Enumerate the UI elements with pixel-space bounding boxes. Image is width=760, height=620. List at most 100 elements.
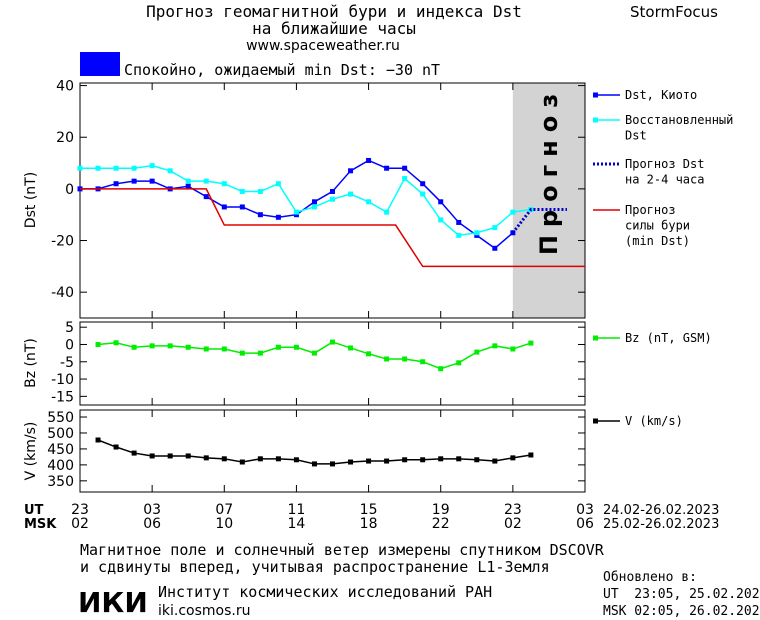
x-tick-label: 15 — [360, 502, 378, 518]
marker — [113, 444, 119, 450]
x-tick-label-msk: 02 — [504, 516, 522, 532]
marker — [257, 456, 263, 462]
footer-note: и сдвинуты вперед, учитывая распростране… — [80, 558, 550, 576]
marker — [420, 359, 426, 365]
date-range: 24.02-26.02.2023 — [603, 503, 719, 518]
marker — [239, 188, 245, 194]
x-tick-label: 23 — [71, 502, 89, 518]
x-tick-label-msk: 14 — [288, 516, 306, 532]
legend-label: V (km/s) — [625, 414, 683, 428]
marker — [239, 459, 245, 465]
legend-marker — [593, 117, 598, 123]
marker — [131, 344, 137, 350]
marker — [348, 345, 354, 351]
legend-marker — [593, 418, 598, 424]
institute: Институт космических исследований РАН — [158, 583, 492, 601]
marker — [293, 212, 299, 218]
y-tick-label: 0 — [65, 182, 74, 198]
y-tick-label: -20 — [51, 234, 74, 250]
x-tick-label-msk: 18 — [360, 516, 378, 532]
marker — [528, 452, 534, 458]
marker — [257, 188, 263, 194]
marker — [113, 181, 119, 187]
marker — [456, 232, 462, 238]
plot-frame — [79, 409, 586, 493]
chart-subtitle: на ближайшие часы — [252, 19, 416, 38]
marker — [510, 209, 516, 215]
y-axis-label: V (km/s) — [23, 422, 39, 481]
site-url: www.spaceweather.ru — [246, 38, 400, 54]
y-tick-label: -10 — [51, 372, 74, 388]
x-tick-label-msk: 06 — [576, 516, 594, 532]
forecast-zone — [512, 83, 585, 318]
legend-label: Прогноз силы бури (min Dst) — [625, 203, 690, 248]
marker — [402, 165, 408, 171]
marker — [311, 199, 317, 205]
marker — [203, 178, 209, 184]
marker — [492, 458, 498, 464]
y-tick-label: 0 — [65, 337, 74, 353]
marker — [257, 350, 263, 356]
x-row-label: MSK — [24, 517, 57, 532]
status-indicator — [80, 52, 120, 76]
y-tick-label: -5 — [60, 355, 74, 371]
marker — [167, 168, 173, 174]
marker — [438, 199, 444, 205]
marker — [456, 456, 462, 462]
x-tick-label: 11 — [288, 502, 306, 518]
marker — [131, 450, 137, 456]
marker — [366, 157, 372, 163]
marker — [474, 232, 480, 238]
x-tick-label: 19 — [432, 502, 450, 518]
series-line — [80, 159, 514, 250]
marker — [257, 212, 263, 218]
marker — [474, 457, 480, 463]
marker — [384, 165, 390, 171]
marker — [203, 346, 209, 352]
footer-note: Магнитное поле и солнечный ветер измерен… — [80, 541, 605, 559]
marker — [420, 181, 426, 187]
marker — [77, 165, 83, 171]
marker — [366, 458, 372, 464]
marker — [492, 225, 498, 231]
series-line — [511, 208, 567, 234]
forecast-label: Прогноз — [535, 86, 563, 255]
y-axis-label: Dst (nT) — [23, 172, 39, 228]
x-tick-label: 23 — [504, 502, 522, 518]
marker — [185, 178, 191, 184]
marker — [420, 191, 426, 197]
x-tick-label-msk: 06 — [143, 516, 161, 532]
y-tick-label: 40 — [56, 79, 74, 95]
legend-marker — [593, 335, 598, 341]
marker — [456, 360, 462, 366]
series-line — [80, 164, 531, 237]
marker — [438, 366, 444, 372]
x-row-label: UT — [24, 503, 44, 518]
marker — [131, 165, 137, 171]
marker — [275, 181, 281, 187]
legend-label: Dst, Киото — [625, 88, 697, 102]
marker — [438, 456, 444, 462]
marker — [366, 199, 372, 205]
legend-marker — [593, 92, 598, 98]
marker — [221, 346, 227, 352]
marker — [149, 163, 155, 169]
marker — [275, 344, 281, 350]
updated-label: Обновлено в: — [603, 570, 697, 585]
marker — [492, 343, 498, 349]
y-tick-label: 350 — [47, 474, 74, 490]
marker — [402, 457, 408, 463]
x-tick-label-msk: 02 — [71, 516, 89, 532]
x-tick-label: 03 — [143, 502, 161, 518]
marker — [293, 457, 299, 463]
status-text: Спокойно, ожидаемый min Dst: −30 nT — [124, 61, 440, 79]
marker — [221, 181, 227, 187]
marker — [311, 461, 317, 467]
marker — [293, 344, 299, 350]
marker — [275, 456, 281, 462]
marker — [474, 230, 480, 236]
marker — [239, 350, 245, 356]
marker — [366, 351, 372, 357]
marker — [492, 245, 498, 251]
marker — [95, 437, 101, 443]
